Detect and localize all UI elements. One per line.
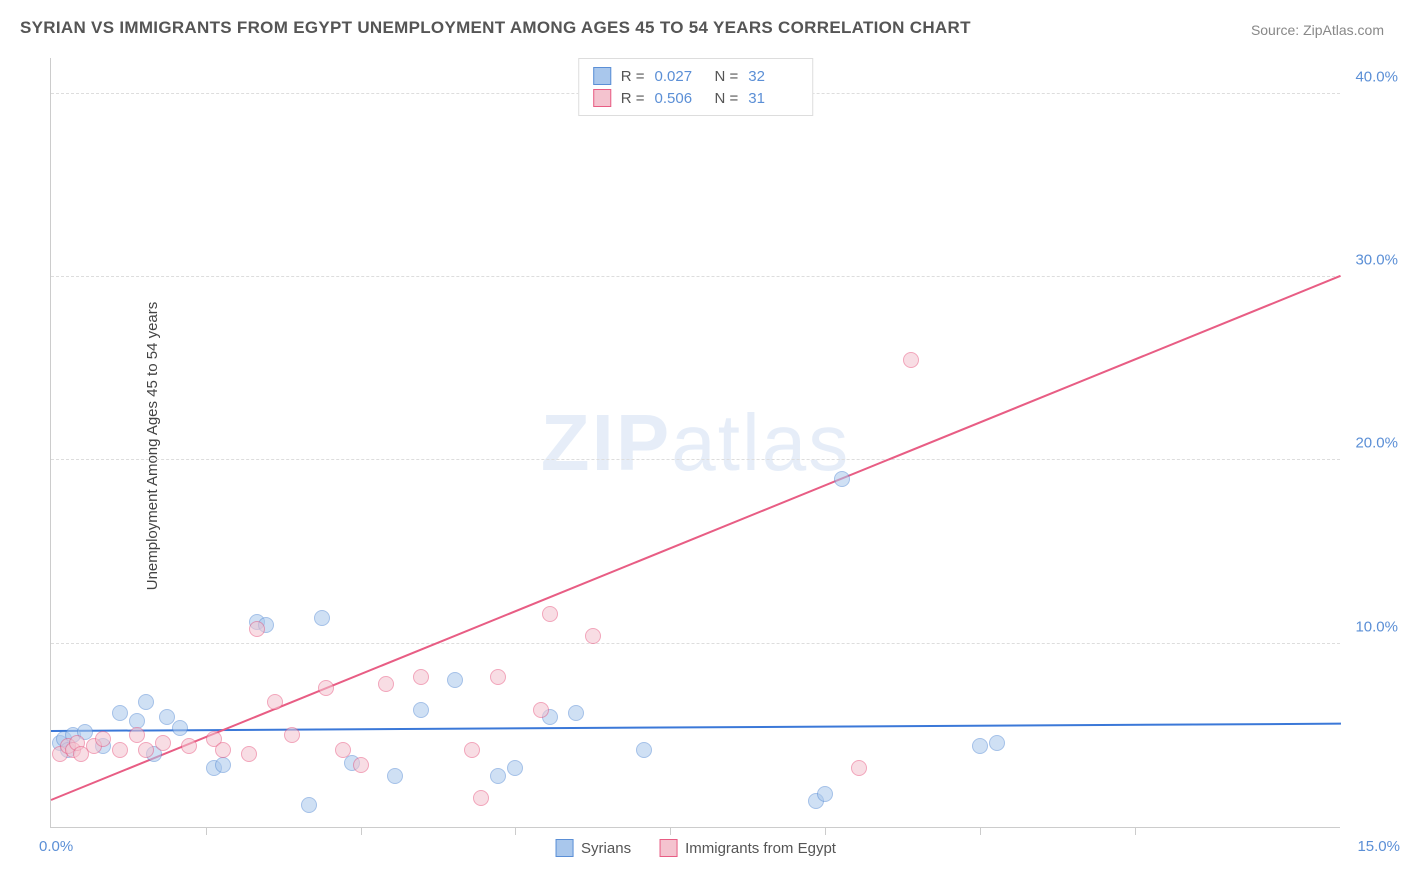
scatter-point — [314, 610, 330, 626]
chart-title: SYRIAN VS IMMIGRANTS FROM EGYPT UNEMPLOY… — [20, 18, 971, 38]
legend-r-label: R = — [621, 90, 645, 107]
scatter-point — [335, 742, 351, 758]
scatter-point — [181, 738, 197, 754]
series-legend-label: Immigrants from Egypt — [685, 840, 836, 857]
scatter-point — [387, 768, 403, 784]
scatter-point — [542, 606, 558, 622]
legend-n-label: N = — [715, 90, 739, 107]
scatter-point — [138, 742, 154, 758]
series-legend-item: Syrians — [555, 839, 631, 857]
legend-swatch — [593, 67, 611, 85]
scatter-point — [447, 672, 463, 688]
gridline — [51, 643, 1340, 644]
scatter-point — [241, 746, 257, 762]
legend-n-label: N = — [715, 68, 739, 85]
scatter-point — [378, 676, 394, 692]
legend-r-value: 0.506 — [655, 90, 705, 107]
scatter-point — [533, 702, 549, 718]
x-axis-max-label: 15.0% — [1357, 838, 1400, 855]
legend-row: R = 0.506 N = 31 — [593, 87, 799, 109]
legend-swatch — [659, 839, 677, 857]
watermark-bold: ZIP — [541, 398, 671, 487]
scatter-point — [585, 628, 601, 644]
x-tick — [670, 827, 671, 835]
legend-n-value: 31 — [748, 90, 798, 107]
regression-line — [51, 275, 1342, 801]
x-tick — [515, 827, 516, 835]
scatter-point — [989, 735, 1005, 751]
scatter-point — [568, 705, 584, 721]
watermark-light: atlas — [671, 398, 850, 487]
scatter-point — [249, 621, 265, 637]
scatter-point — [284, 727, 300, 743]
legend-swatch — [593, 89, 611, 107]
scatter-point — [95, 731, 111, 747]
scatter-point — [112, 705, 128, 721]
gridline — [51, 459, 1340, 460]
x-tick — [206, 827, 207, 835]
scatter-point — [490, 669, 506, 685]
x-tick — [980, 827, 981, 835]
y-tick-label: 10.0% — [1355, 618, 1398, 635]
source-attribution: Source: ZipAtlas.com — [1251, 22, 1384, 38]
scatter-point — [473, 790, 489, 806]
series-legend-item: Immigrants from Egypt — [659, 839, 836, 857]
scatter-point — [413, 702, 429, 718]
legend-row: R = 0.027 N = 32 — [593, 65, 799, 87]
legend-r-value: 0.027 — [655, 68, 705, 85]
series-legend-label: Syrians — [581, 840, 631, 857]
legend-swatch — [555, 839, 573, 857]
scatter-point — [490, 768, 506, 784]
legend-r-label: R = — [621, 68, 645, 85]
x-axis-min-label: 0.0% — [39, 838, 73, 855]
scatter-point — [972, 738, 988, 754]
watermark-text: ZIPatlas — [541, 397, 850, 489]
y-tick-label: 30.0% — [1355, 252, 1398, 269]
scatter-point — [112, 742, 128, 758]
scatter-point — [903, 352, 919, 368]
scatter-point — [851, 760, 867, 776]
plot-area: ZIPatlas R =0.027N =32R =0.506N =31 0.0%… — [50, 58, 1340, 828]
scatter-point — [215, 757, 231, 773]
x-tick — [361, 827, 362, 835]
y-tick-label: 40.0% — [1355, 68, 1398, 85]
legend-n-value: 32 — [748, 68, 798, 85]
y-tick-label: 20.0% — [1355, 435, 1398, 452]
scatter-point — [318, 680, 334, 696]
scatter-point — [129, 727, 145, 743]
x-tick — [1135, 827, 1136, 835]
scatter-point — [353, 757, 369, 773]
scatter-point — [172, 720, 188, 736]
scatter-point — [413, 669, 429, 685]
scatter-point — [507, 760, 523, 776]
x-tick — [825, 827, 826, 835]
scatter-point — [817, 786, 833, 802]
correlation-legend: R = 0.027 N = 32 R = 0.506 N = 31 — [578, 58, 814, 116]
regression-line — [51, 722, 1341, 731]
series-legend: Syrians Immigrants from Egypt — [555, 839, 836, 857]
scatter-point — [215, 742, 231, 758]
gridline — [51, 276, 1340, 277]
scatter-point — [834, 471, 850, 487]
scatter-point — [267, 694, 283, 710]
scatter-point — [138, 694, 154, 710]
scatter-point — [464, 742, 480, 758]
scatter-point — [129, 713, 145, 729]
scatter-point — [636, 742, 652, 758]
scatter-point — [301, 797, 317, 813]
scatter-point — [155, 735, 171, 751]
